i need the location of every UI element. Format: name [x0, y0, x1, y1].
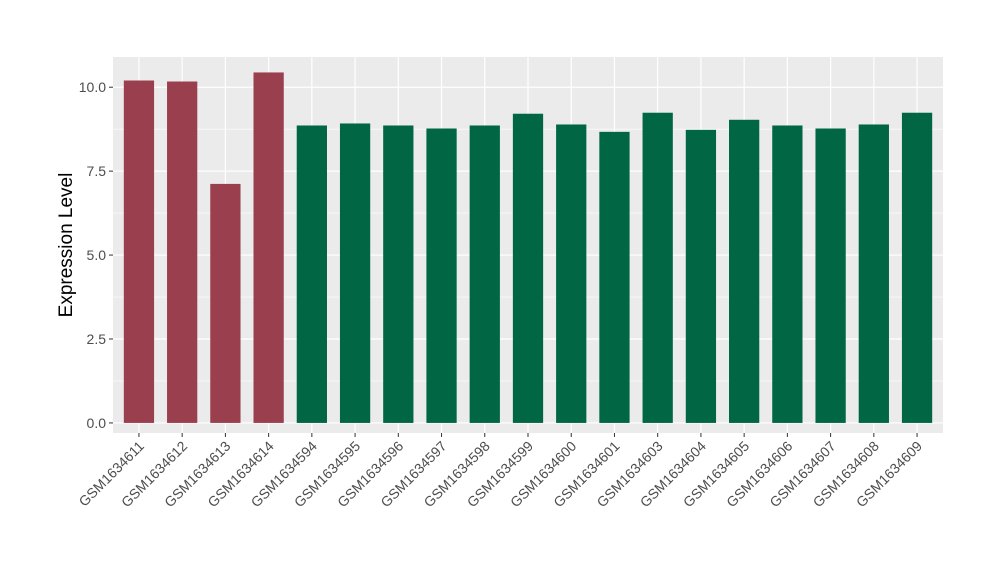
bar-GSM1634596 — [383, 125, 414, 423]
bar-GSM1634611 — [123, 80, 155, 423]
bar-GSM1634594 — [296, 125, 327, 423]
bar-GSM1634595 — [339, 123, 371, 423]
y-tick-label: 0.0 — [87, 415, 107, 431]
bar-GSM1634605 — [729, 119, 760, 423]
bar-GSM1634609 — [901, 112, 933, 423]
y-tick-label: 5.0 — [87, 247, 107, 263]
bar-GSM1634598 — [469, 125, 500, 423]
y-tick-label: 10.0 — [79, 79, 106, 95]
bar-GSM1634613 — [210, 183, 241, 423]
bar-GSM1634600 — [556, 124, 587, 423]
y-tick-label: 2.5 — [87, 331, 107, 347]
y-axis-label: Expression Level — [56, 173, 77, 318]
x-axis: GSM1634611GSM1634612GSM1634613GSM1634614… — [75, 433, 925, 510]
y-axis: 0.0 2.5 5.0 7.5 10.0 — [79, 79, 113, 431]
bar-GSM1634597 — [426, 128, 457, 423]
bar-GSM1634603 — [642, 112, 673, 423]
bar-GSM1634612 — [167, 81, 198, 423]
bars — [123, 72, 933, 423]
bar-GSM1634606 — [772, 125, 803, 423]
bar-GSM1634614 — [253, 72, 284, 423]
bar-GSM1634607 — [815, 128, 846, 423]
bar-GSM1634608 — [858, 124, 889, 423]
y-tick-label: 7.5 — [87, 163, 107, 179]
bar-GSM1634601 — [599, 131, 630, 423]
bar-GSM1634599 — [512, 113, 544, 423]
bar-GSM1634604 — [685, 129, 717, 423]
